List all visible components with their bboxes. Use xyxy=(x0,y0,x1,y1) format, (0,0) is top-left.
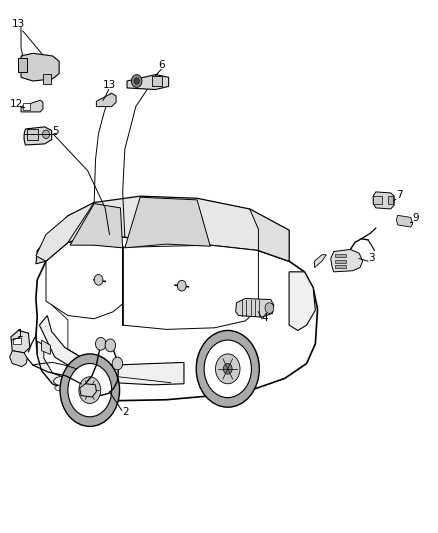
Text: 13: 13 xyxy=(12,19,25,29)
Polygon shape xyxy=(10,351,27,367)
Polygon shape xyxy=(36,203,94,261)
Circle shape xyxy=(105,339,116,352)
Text: 9: 9 xyxy=(413,213,419,223)
Polygon shape xyxy=(127,75,169,90)
Polygon shape xyxy=(39,316,184,385)
Polygon shape xyxy=(396,215,413,227)
Bar xyxy=(27,129,38,140)
Circle shape xyxy=(42,130,49,139)
Polygon shape xyxy=(46,243,123,319)
Circle shape xyxy=(79,377,101,403)
Ellipse shape xyxy=(55,385,72,391)
Text: 1: 1 xyxy=(17,329,23,339)
Polygon shape xyxy=(37,341,81,395)
Polygon shape xyxy=(21,100,43,112)
Circle shape xyxy=(215,354,240,384)
Text: 13: 13 xyxy=(103,80,116,90)
Polygon shape xyxy=(21,53,59,81)
Circle shape xyxy=(112,357,123,370)
Ellipse shape xyxy=(53,376,73,386)
Circle shape xyxy=(177,280,186,291)
Bar xyxy=(336,260,346,263)
Text: 3: 3 xyxy=(368,253,374,263)
Text: 5: 5 xyxy=(53,126,59,136)
Bar xyxy=(18,58,27,71)
Bar xyxy=(43,74,51,84)
Polygon shape xyxy=(36,216,68,264)
Text: 6: 6 xyxy=(159,60,165,70)
Bar xyxy=(336,265,346,268)
Bar xyxy=(336,254,346,257)
Circle shape xyxy=(60,354,120,426)
Polygon shape xyxy=(125,197,210,248)
Polygon shape xyxy=(331,249,363,272)
Circle shape xyxy=(68,364,112,417)
Circle shape xyxy=(134,78,139,84)
Bar xyxy=(373,196,382,204)
Bar xyxy=(13,338,21,344)
Circle shape xyxy=(85,385,94,395)
Circle shape xyxy=(94,274,103,285)
Text: 12: 12 xyxy=(10,99,23,109)
Circle shape xyxy=(204,340,251,398)
Circle shape xyxy=(196,330,259,407)
Circle shape xyxy=(223,364,232,374)
Polygon shape xyxy=(314,255,326,268)
Polygon shape xyxy=(80,384,96,397)
Polygon shape xyxy=(373,192,394,209)
Polygon shape xyxy=(250,209,289,261)
Polygon shape xyxy=(55,196,289,261)
Text: 7: 7 xyxy=(396,190,403,200)
Polygon shape xyxy=(24,127,52,145)
Bar xyxy=(152,76,162,86)
Polygon shape xyxy=(42,340,50,354)
Text: 2: 2 xyxy=(122,407,128,417)
Circle shape xyxy=(131,75,142,87)
Polygon shape xyxy=(236,298,274,317)
Polygon shape xyxy=(123,245,258,329)
Polygon shape xyxy=(70,204,123,248)
Text: 4: 4 xyxy=(262,313,268,323)
Polygon shape xyxy=(36,235,318,401)
Circle shape xyxy=(265,303,274,313)
Bar xyxy=(388,196,393,204)
Circle shape xyxy=(95,337,106,350)
Polygon shape xyxy=(289,272,315,330)
Bar xyxy=(23,103,30,110)
Polygon shape xyxy=(11,330,30,353)
Polygon shape xyxy=(96,93,116,107)
